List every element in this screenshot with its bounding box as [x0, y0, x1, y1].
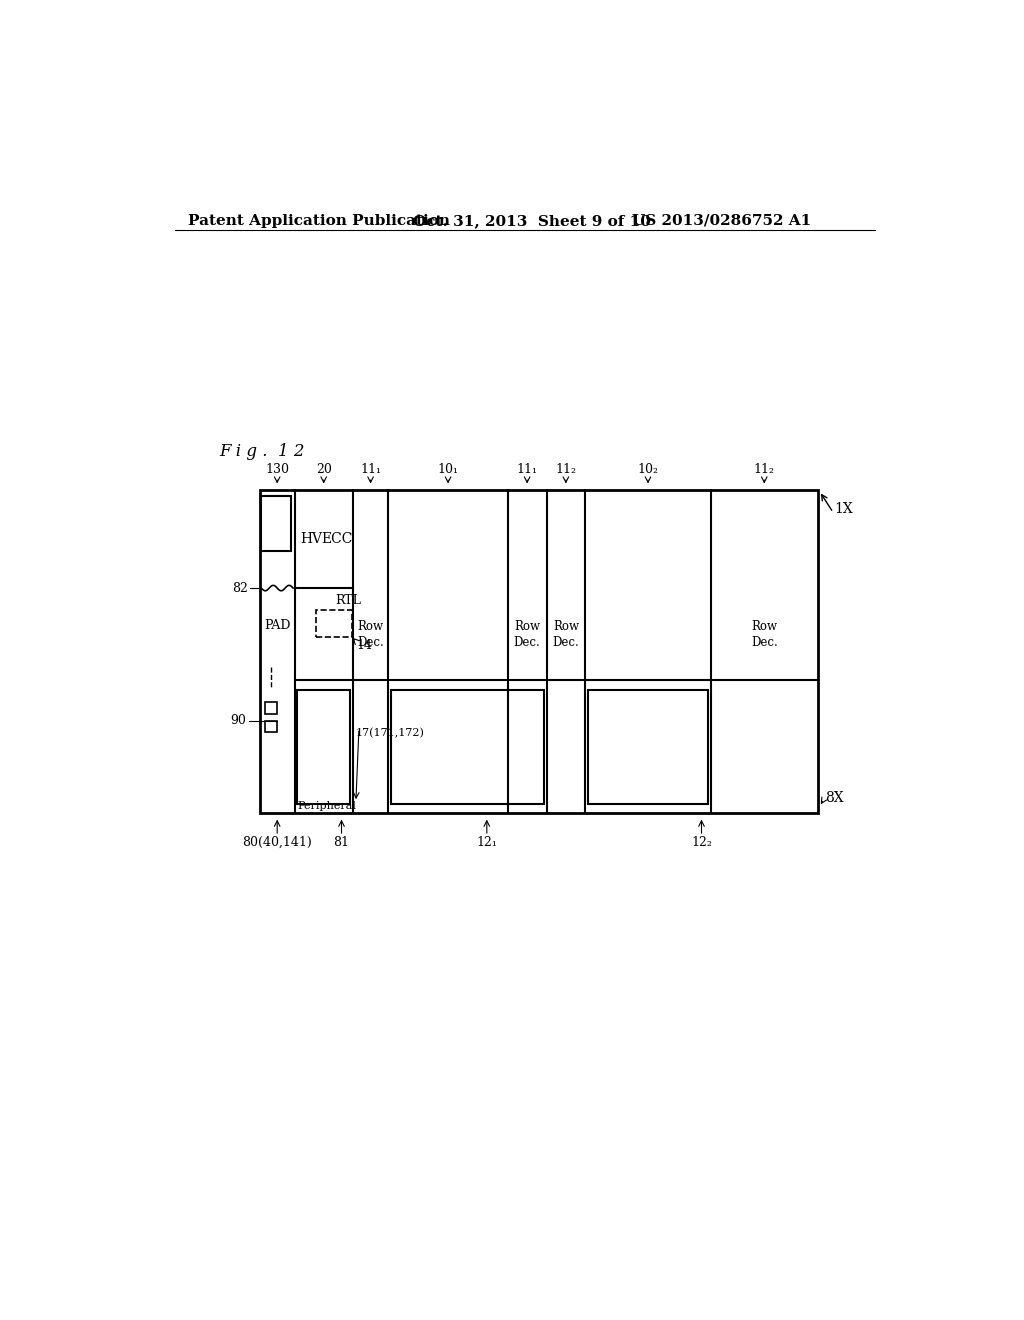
Bar: [316, 610, 352, 638]
Text: Row
Dec.: Row Dec.: [357, 620, 384, 648]
Text: 90: 90: [230, 714, 247, 727]
Text: HV: HV: [300, 532, 322, 545]
Text: 12₂: 12₂: [691, 836, 712, 849]
Text: 130: 130: [265, 462, 289, 475]
Text: F i g .  1 2: F i g . 1 2: [219, 444, 305, 461]
Text: 20: 20: [315, 462, 332, 475]
Text: 80(40,141): 80(40,141): [243, 836, 312, 849]
Bar: [297, 689, 350, 804]
Text: Patent Application Publication: Patent Application Publication: [188, 214, 451, 228]
Text: 8X: 8X: [825, 791, 844, 804]
Text: US 2013/0286752 A1: US 2013/0286752 A1: [632, 214, 811, 228]
Bar: [260, 490, 818, 813]
Text: 11₁: 11₁: [517, 462, 538, 475]
Text: PAD: PAD: [264, 619, 291, 631]
Text: 81: 81: [334, 836, 349, 849]
Text: 12₁: 12₁: [476, 836, 498, 849]
Text: 10₂: 10₂: [638, 462, 658, 475]
Bar: [391, 689, 544, 804]
Text: 14: 14: [356, 639, 373, 652]
Text: RTL: RTL: [335, 594, 360, 607]
Bar: [261, 496, 291, 552]
Text: Row
Dec.: Row Dec.: [553, 620, 580, 648]
Text: ECC: ECC: [321, 532, 352, 545]
Bar: [265, 702, 276, 714]
Text: 82: 82: [232, 582, 248, 594]
Bar: [265, 721, 276, 733]
Text: Row
Dec.: Row Dec.: [514, 620, 541, 648]
Text: 10₁: 10₁: [437, 462, 459, 475]
Text: 17(171,172): 17(171,172): [356, 727, 425, 738]
Bar: [588, 689, 709, 804]
Text: Oct. 31, 2013  Sheet 9 of 10: Oct. 31, 2013 Sheet 9 of 10: [414, 214, 651, 228]
Text: 11₂: 11₂: [555, 462, 577, 475]
Text: 11₂: 11₂: [754, 462, 775, 475]
Text: 1X: 1X: [835, 502, 854, 516]
Text: Peripheral: Peripheral: [298, 801, 356, 810]
Text: Row
Dec.: Row Dec.: [751, 620, 777, 648]
Text: 11₁: 11₁: [360, 462, 381, 475]
